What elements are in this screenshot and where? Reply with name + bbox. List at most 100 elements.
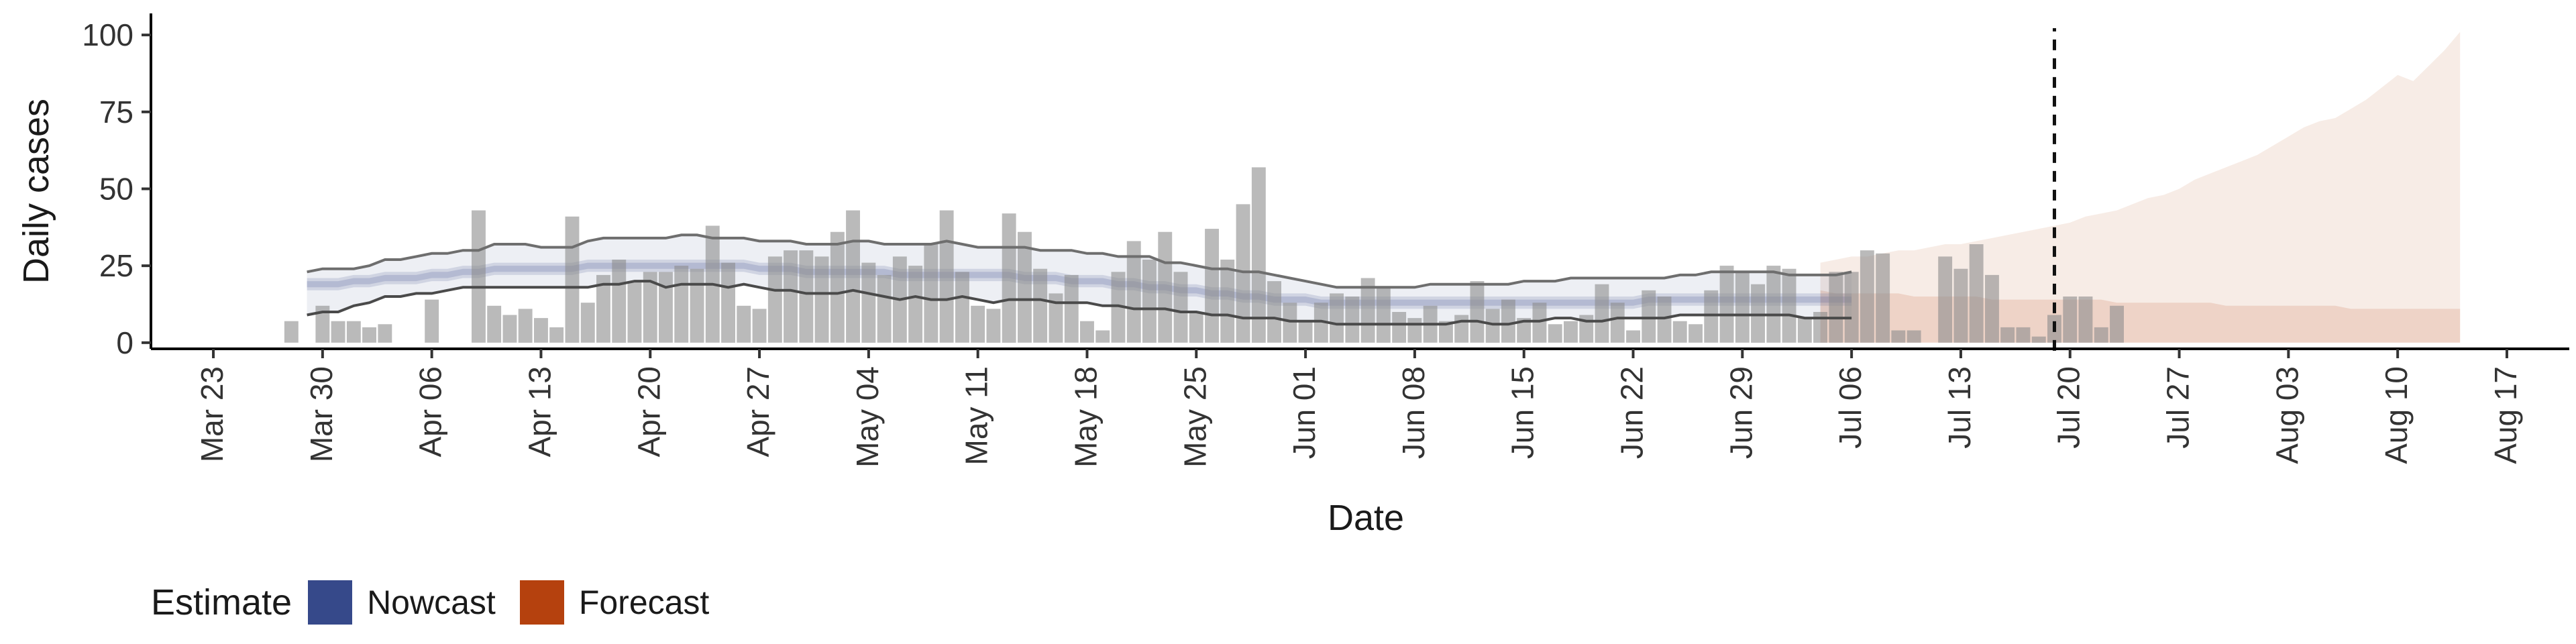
case-bar (502, 315, 517, 343)
x-tick-label: Jun 29 (1723, 366, 1758, 459)
case-bar (861, 262, 876, 343)
y-tick-label: 0 (116, 325, 133, 360)
legend: Estimate Nowcast Forecast (151, 580, 733, 625)
x-tick-label: Jul 20 (2051, 366, 2086, 449)
case-bar (2016, 327, 2031, 343)
case-bar (2031, 336, 2046, 343)
case-bar (362, 327, 376, 343)
case-bar (1829, 272, 1843, 343)
nowcast-band-20 (307, 262, 1852, 306)
x-tick-label: Jun 01 (1287, 366, 1322, 459)
x-tick-label: Jun 22 (1615, 366, 1650, 459)
case-bar (1953, 268, 1968, 343)
x-tick-label: Aug 03 (2269, 366, 2304, 464)
nowcast-bands (307, 235, 1852, 325)
case-bar (1782, 268, 1796, 343)
case-bar (1797, 318, 1812, 343)
case-bar (846, 210, 860, 343)
case-bar (549, 327, 564, 343)
case-bar (1876, 253, 1890, 343)
case-bar (643, 272, 657, 343)
case-bar (2110, 305, 2124, 343)
case-bar (752, 309, 767, 343)
x-tick-label: Aug 10 (2379, 366, 2414, 464)
case-bar (971, 305, 985, 343)
case-bar (1189, 312, 1203, 343)
y-axis-title: Daily cases (16, 99, 56, 284)
forecast-bands (1820, 32, 2461, 343)
case-bar (315, 305, 330, 343)
case-bar (1907, 330, 1921, 343)
chart: 0 25 50 75 100 Mar 23 Mar 30 Apr 06 Apr 13 Apr 20… (16, 13, 2569, 538)
case-bar (472, 210, 486, 343)
case-bar (627, 281, 642, 343)
case-bar (425, 299, 439, 343)
case-bar (1642, 290, 1656, 343)
y-tick-label: 75 (99, 95, 133, 129)
x-axis-title: Date (1328, 498, 1404, 538)
case-bar (1485, 309, 1500, 343)
case-bar (737, 305, 751, 343)
case-bar (767, 256, 782, 343)
x-tick-label: Jul 13 (1942, 366, 1977, 449)
case-bar (1595, 284, 1609, 343)
case-bar (1860, 250, 1874, 343)
case-bar (1392, 312, 1407, 343)
case-bar (1313, 303, 1328, 343)
case-bar (1751, 284, 1765, 343)
case-bar (674, 266, 689, 343)
case-bar (830, 231, 845, 343)
case-bar (1704, 290, 1719, 343)
case-bar (1111, 272, 1126, 343)
x-tick-label: Apr 06 (413, 366, 448, 458)
case-bar (1501, 299, 1515, 343)
case-bar (939, 210, 954, 343)
case-bar (784, 250, 798, 343)
case-bar (1049, 293, 1063, 343)
case-bar (534, 318, 548, 343)
case-bar (1018, 231, 1032, 343)
case-bar (1142, 260, 1157, 343)
case-bar (799, 250, 814, 343)
case-bar (565, 216, 580, 343)
case-bar (1220, 260, 1235, 343)
case-bar (1439, 321, 1453, 343)
x-tick-label: Mar 30 (304, 366, 339, 462)
x-tick-label: Jul 06 (1833, 366, 1868, 449)
nowcast-band-50 (307, 260, 1852, 309)
case-bar (1033, 268, 1048, 343)
case-bar (1517, 318, 1532, 343)
case-bar (1688, 324, 1703, 343)
case-bar (2000, 327, 2015, 343)
case-bar (2078, 297, 2093, 343)
case-bar (284, 321, 299, 343)
x-tick-label: May 18 (1069, 366, 1104, 468)
case-bar (1969, 244, 1984, 343)
axes: 0 25 50 75 100 Mar 23 Mar 30 Apr 06 Apr 13 Apr 20… (82, 13, 2569, 468)
interval-lines (307, 233, 1852, 326)
legend-title: Estimate (151, 582, 292, 623)
case-bar (1251, 167, 1266, 343)
case-bar (1719, 266, 1734, 343)
case-bar (346, 321, 361, 343)
case-bar (596, 274, 610, 343)
legend-label-forecast: Forecast (578, 584, 710, 621)
case-bar (612, 260, 627, 343)
case-bar (1095, 330, 1110, 343)
x-tick-label: Aug 17 (2488, 366, 2523, 464)
case-bar (1080, 321, 1094, 343)
case-bar (1126, 241, 1141, 343)
x-tick-label: Jun 08 (1396, 366, 1431, 459)
case-bar (1813, 312, 1827, 343)
case-bar (378, 324, 392, 343)
case-bar (1345, 297, 1360, 343)
case-bar (1236, 204, 1250, 343)
nowcast-lower-line (307, 280, 1852, 326)
case-bar (331, 321, 345, 343)
case-bar (1938, 256, 1953, 343)
case-bar (1610, 303, 1625, 343)
case-bar (2094, 327, 2108, 343)
case-bar (1657, 297, 1672, 343)
case-bar (1267, 281, 1281, 343)
case-bar (1844, 272, 1859, 343)
